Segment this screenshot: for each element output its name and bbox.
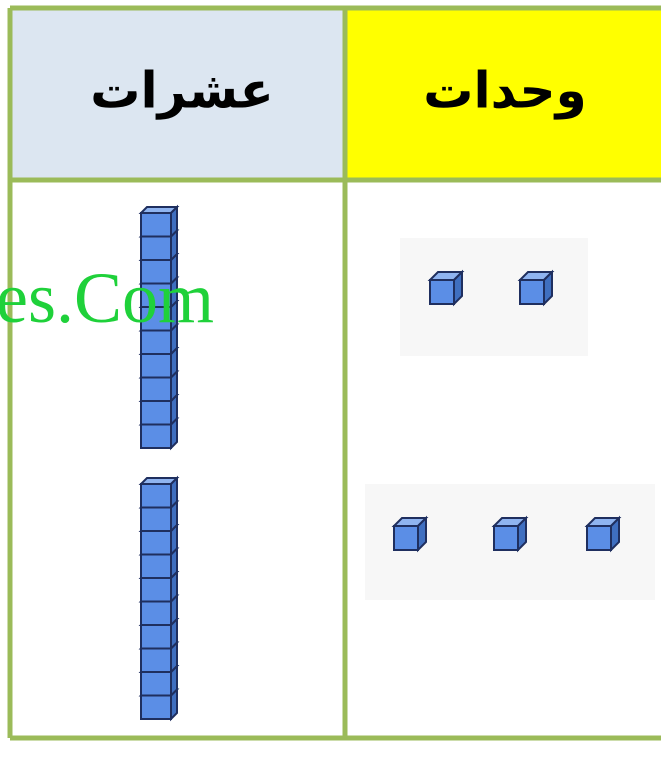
rod-cube-front [140,694,172,720]
unit-cube-front [519,279,545,305]
rod-cube-front [140,483,172,509]
unit-cube-front [393,525,419,551]
header-cell-units [345,10,661,178]
cube-group-bg [400,238,588,356]
table-borders [7,5,661,741]
rod-cube-front [140,647,172,673]
rod-cube-front [140,423,172,449]
rod-cube-front [140,553,172,579]
rod-cube-front [140,671,172,697]
rod-cube-front [140,353,172,379]
unit-cube-front [493,525,519,551]
rod-cube-front [140,577,172,603]
unit-cube-front [586,525,612,551]
blocks [138,204,622,722]
header-cell-tens [10,10,345,178]
watermark: es.Com [0,258,214,338]
unit-cube-front [429,279,455,305]
rod-cube-front [140,235,172,261]
rod-cube-front [140,400,172,426]
header-units: وحدات [423,62,586,121]
rod-cube-front [140,624,172,650]
rod-cube-front [140,506,172,532]
rod-cube-front [140,600,172,626]
rod-cube-front [140,530,172,556]
header-tens: عشرات [90,62,274,121]
rod-cube-front [140,212,172,238]
rod-cube-front [140,376,172,402]
